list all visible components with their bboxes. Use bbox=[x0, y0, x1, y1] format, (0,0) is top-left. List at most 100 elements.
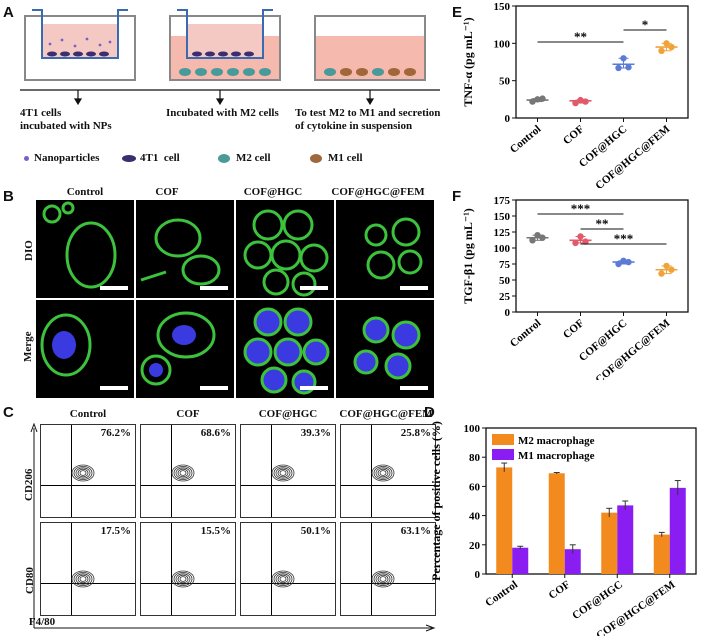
contour-ring bbox=[73, 466, 93, 480]
flow-plot-cd80-2: 50.1% bbox=[240, 522, 336, 616]
flow-plot-cd80-0: 17.5% bbox=[40, 522, 136, 616]
scale-bar bbox=[300, 286, 328, 290]
contour-ring bbox=[371, 464, 395, 482]
data-point bbox=[582, 238, 589, 245]
legend-m1: M1 cell bbox=[328, 152, 363, 164]
contour-ring bbox=[179, 470, 187, 476]
flow-plot-cd80-3: 63.1% bbox=[340, 522, 436, 616]
legend-nanoparticles: Nanoparticles bbox=[34, 152, 100, 164]
c-header-cof-hgc-fem: COF@HGC@FEM bbox=[339, 408, 433, 420]
flow-plot-cd80-1: 15.5% bbox=[140, 522, 236, 616]
contour-ring bbox=[371, 570, 395, 588]
quadrant-gate-v bbox=[371, 523, 372, 615]
quadrant-percentage: 63.1% bbox=[400, 525, 431, 537]
data-point bbox=[534, 96, 541, 103]
contour-ring bbox=[73, 572, 93, 586]
contour-plot bbox=[171, 570, 195, 588]
x-tick-label: COF@HGC@FEM bbox=[593, 123, 673, 188]
contour-plot bbox=[71, 570, 95, 588]
legend-label: M2 macrophage bbox=[518, 435, 595, 447]
quadrant-gate-v bbox=[271, 523, 272, 615]
quadrant-gate-v bbox=[371, 425, 372, 517]
contour-ring bbox=[279, 470, 287, 476]
bar bbox=[564, 549, 581, 574]
contour-plot bbox=[271, 464, 295, 482]
x-tick-label: Control bbox=[508, 123, 544, 156]
b-header-cof-hgc: COF@HGC bbox=[243, 186, 303, 198]
contour-ring bbox=[75, 467, 91, 479]
y-tick-label: 150 bbox=[494, 1, 511, 13]
panel-letter-d: D bbox=[424, 404, 435, 421]
cell-drawing bbox=[40, 313, 92, 377]
transwell-step3 bbox=[314, 15, 426, 81]
micrograph-merge-cof bbox=[136, 300, 234, 398]
quadrant-percentage: 39.3% bbox=[300, 427, 331, 439]
flow-plot-cd206-0: 76.2% bbox=[40, 424, 136, 518]
contour-ring bbox=[175, 573, 191, 585]
y-axis-label: Percentage of positive cells (%) bbox=[429, 421, 443, 581]
c-header-cof-hgc: COF@HGC bbox=[258, 408, 318, 420]
micrograph-dio-control bbox=[36, 200, 134, 298]
quadrant-percentage: 50.1% bbox=[300, 525, 331, 537]
y-tick-label: 0 bbox=[505, 113, 511, 125]
scale-bar bbox=[200, 286, 228, 290]
data-point bbox=[615, 64, 622, 72]
data-point bbox=[582, 98, 589, 105]
cell-drawing bbox=[42, 201, 117, 289]
panel-letter-c: C bbox=[3, 404, 14, 421]
panel-letter-f: F bbox=[452, 188, 462, 205]
cell-drawing bbox=[243, 209, 329, 297]
contour-ring bbox=[275, 573, 291, 585]
contour-plot bbox=[271, 570, 295, 588]
contour-ring bbox=[279, 576, 287, 582]
contour-ring bbox=[373, 466, 393, 480]
significance-label: *** bbox=[571, 201, 591, 216]
b-header-cof: COF bbox=[155, 186, 179, 198]
tumor-cell-icon bbox=[122, 155, 136, 162]
chart-e: 0 50 100 150 TNF-α (pg mL⁻¹) Control COFCOF@HG… bbox=[461, 1, 689, 188]
significance-label: *** bbox=[614, 231, 634, 246]
contour-ring bbox=[377, 574, 389, 584]
legend-swatch bbox=[492, 434, 514, 445]
contour-ring bbox=[77, 574, 89, 584]
y-tick-label: 50 bbox=[499, 275, 511, 287]
scale-bar bbox=[400, 286, 428, 290]
contour-ring bbox=[171, 464, 195, 482]
contour-ring bbox=[179, 576, 187, 582]
contour-ring bbox=[273, 466, 293, 480]
contour-ring bbox=[79, 576, 87, 582]
data-point bbox=[663, 40, 670, 47]
scale-bar bbox=[100, 286, 128, 290]
contour-ring bbox=[373, 572, 393, 586]
b-row-dio: DIO bbox=[23, 240, 35, 261]
cell-drawing bbox=[140, 311, 216, 386]
contour-ring bbox=[379, 576, 387, 582]
c-axis-arrows bbox=[30, 422, 436, 632]
quadrant-gate-h bbox=[241, 485, 335, 486]
chart-d: 0 20 40 60 80 100 Percentage of positive cells… bbox=[429, 421, 697, 636]
contour-ring bbox=[75, 573, 91, 585]
nanoparticle-icon bbox=[24, 156, 29, 161]
bar bbox=[617, 505, 634, 574]
quadrant-gate-h bbox=[241, 583, 335, 584]
y-tick-label: 80 bbox=[469, 452, 481, 464]
x-tick-label: Control bbox=[483, 579, 520, 610]
scale-bar bbox=[300, 386, 328, 390]
data-point bbox=[572, 239, 579, 247]
contour-ring bbox=[71, 570, 95, 588]
data-point bbox=[577, 233, 584, 240]
quadrant-gate-v bbox=[71, 523, 72, 615]
y-tick-label: 50 bbox=[499, 76, 511, 88]
significance-label: ** bbox=[596, 216, 609, 231]
bar bbox=[653, 534, 670, 574]
quadrant-percentage: 76.2% bbox=[100, 427, 131, 439]
contour-plot bbox=[71, 464, 95, 482]
data-point bbox=[625, 258, 632, 266]
y-tick-label: 75 bbox=[499, 259, 511, 271]
b-header-control: Control bbox=[66, 186, 104, 198]
contour-ring bbox=[277, 574, 289, 584]
x-tick-label: COF bbox=[547, 578, 573, 601]
c-xaxis-label: F4/80 bbox=[28, 616, 56, 628]
data-point bbox=[539, 95, 546, 102]
quadrant-percentage: 25.8% bbox=[400, 427, 431, 439]
